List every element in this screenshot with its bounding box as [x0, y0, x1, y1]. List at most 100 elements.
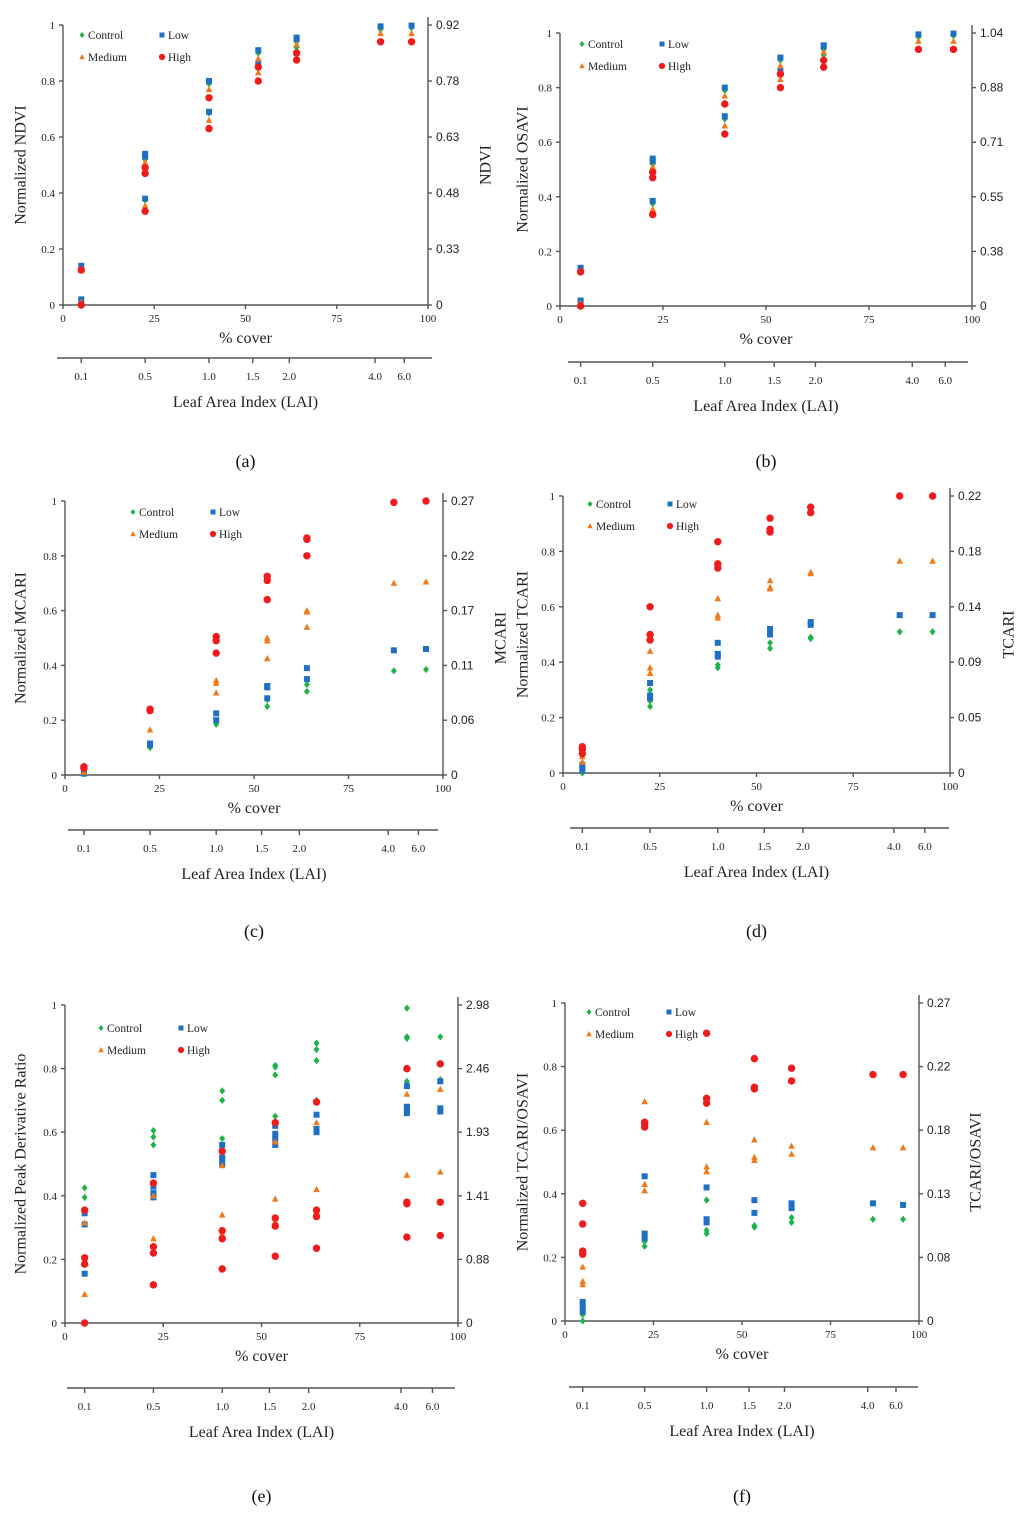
data-point-low	[649, 197, 656, 204]
data-point-high	[212, 632, 220, 641]
data-point-high	[407, 38, 416, 46]
data-point-high	[721, 130, 729, 138]
legend-label-control: Control	[588, 39, 623, 51]
data-point-control	[900, 1215, 907, 1223]
y-tick-label: 1	[52, 1000, 58, 1012]
data-point-high	[578, 1247, 587, 1255]
data-point-medium	[646, 669, 654, 676]
data-point-medium	[313, 1119, 320, 1126]
legend-marker-low	[210, 509, 216, 515]
lai-tick-label: 1.5	[246, 371, 260, 383]
data-point-low	[929, 612, 936, 619]
y-tick-label: 0.8	[43, 551, 57, 563]
data-point-medium	[820, 48, 827, 55]
data-point-high	[403, 1233, 411, 1241]
data-point-medium	[271, 1138, 279, 1145]
y2-tick-label: 0.18	[958, 544, 982, 558]
x-axis-title: % cover	[219, 330, 273, 347]
y2-tick-label: 0.63	[436, 130, 460, 144]
data-point-high	[702, 1029, 711, 1037]
lai-tick-label: 0.5	[643, 841, 657, 853]
legend-label-low: Low	[676, 499, 698, 511]
series-high	[576, 45, 958, 310]
data-point-control	[641, 1242, 648, 1250]
data-point-high	[141, 169, 149, 178]
data-point-high	[436, 1198, 445, 1206]
data-point-medium	[377, 29, 384, 37]
data-point-low	[313, 1111, 320, 1118]
legend-marker-control	[98, 1025, 104, 1031]
series-control	[80, 665, 429, 778]
x-axis-title: % cover	[235, 1348, 289, 1365]
series-medium	[77, 29, 415, 305]
series-high	[77, 38, 416, 309]
y2-tick-label: 1.04	[980, 26, 1004, 40]
data-point-control	[390, 667, 397, 675]
data-point-low	[579, 1303, 586, 1310]
legend: Control Low Medium High	[79, 30, 191, 64]
y2-tick-label: 0.27	[451, 494, 475, 508]
y-tick-label: 0	[547, 301, 553, 313]
lai-tick-label: 1.0	[711, 841, 725, 853]
data-point-low	[150, 1172, 157, 1179]
y-tick-label: 0	[550, 768, 556, 780]
data-point-high	[578, 1199, 587, 1208]
y-tick-label: 0.4	[43, 660, 57, 672]
y-tick-label: 0	[50, 300, 56, 312]
data-point-high	[869, 1070, 877, 1079]
data-point-low	[206, 78, 212, 84]
data-point-low	[641, 1230, 648, 1237]
y2-tick-label: 0	[451, 768, 458, 782]
y2-tick-label: 0	[466, 1316, 473, 1330]
x-tick-label: 75	[864, 314, 876, 326]
data-point-control	[150, 1133, 157, 1141]
x-axis-title: % cover	[730, 798, 784, 815]
data-point-high	[714, 537, 722, 546]
y2-tick-label: 0.88	[980, 81, 1004, 95]
data-point-low	[255, 47, 262, 54]
legend-label-medium: Medium	[588, 61, 627, 73]
y2-tick-label: 0.18	[927, 1123, 951, 1137]
x-tick-label: 0	[60, 313, 66, 325]
lai-tick-label: 1.5	[757, 841, 771, 853]
data-point-control	[81, 1193, 88, 1201]
y-tick-label: 0.4	[43, 1191, 57, 1203]
data-point-high	[77, 266, 85, 274]
legend-marker-medium	[586, 1031, 592, 1037]
lai-tick-label: 1.5	[767, 375, 781, 387]
legend-marker-medium	[130, 531, 136, 537]
y2-tick-label: 0.05	[958, 711, 982, 725]
data-point-medium	[403, 1090, 411, 1097]
legend-label-high: High	[676, 521, 699, 533]
data-point-high	[766, 514, 774, 522]
x-tick-label: 0	[560, 781, 566, 793]
x-tick-label: 100	[420, 313, 437, 325]
x-tick-label: 0	[62, 1331, 68, 1343]
data-point-high	[403, 1198, 411, 1206]
data-point-medium	[205, 116, 213, 123]
data-point-high	[141, 207, 149, 215]
lai-tick-label: 6.0	[426, 1401, 440, 1413]
legend-marker-high	[177, 1046, 185, 1054]
data-point-medium	[649, 163, 656, 170]
data-point-control	[219, 1096, 226, 1104]
data-point-high	[787, 1077, 796, 1085]
data-point-high	[766, 525, 774, 533]
data-point-control	[313, 1057, 320, 1065]
legend-label-high: High	[219, 529, 242, 541]
data-point-medium	[751, 1153, 758, 1160]
series-medium	[80, 578, 430, 775]
y-tick-label: 0.2	[43, 1254, 57, 1266]
y2-tick-label: 0.06	[451, 713, 475, 727]
data-point-medium	[303, 607, 311, 614]
data-point-low	[788, 1205, 795, 1212]
y-tick-label: 0.8	[543, 1062, 557, 1074]
data-point-low	[579, 761, 586, 768]
data-point-medium	[641, 1187, 648, 1194]
legend: Control Low Medium High	[579, 39, 691, 73]
data-point-low	[721, 113, 728, 120]
lai-tick-label: 4.0	[368, 371, 382, 383]
data-point-high	[721, 100, 729, 108]
lai-tick-label: 2.0	[778, 1400, 792, 1412]
lai-tick-label: 6.0	[889, 1400, 903, 1412]
